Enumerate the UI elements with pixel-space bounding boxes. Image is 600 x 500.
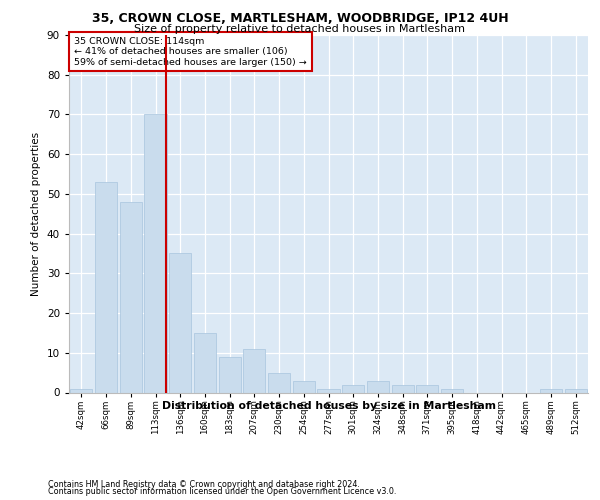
Text: Contains public sector information licensed under the Open Government Licence v3: Contains public sector information licen… xyxy=(48,487,397,496)
Bar xyxy=(565,388,587,392)
Bar xyxy=(145,114,167,392)
Bar xyxy=(268,372,290,392)
Text: 35 CROWN CLOSE: 114sqm
← 41% of detached houses are smaller (106)
59% of semi-de: 35 CROWN CLOSE: 114sqm ← 41% of detached… xyxy=(74,37,307,66)
Bar xyxy=(317,388,340,392)
Bar xyxy=(169,254,191,392)
Bar xyxy=(194,333,216,392)
Bar xyxy=(416,384,439,392)
Bar xyxy=(70,388,92,392)
Text: Size of property relative to detached houses in Martlesham: Size of property relative to detached ho… xyxy=(134,24,466,34)
Text: Distribution of detached houses by size in Martlesham: Distribution of detached houses by size … xyxy=(162,401,496,411)
Bar xyxy=(293,380,315,392)
Y-axis label: Number of detached properties: Number of detached properties xyxy=(31,132,41,296)
Bar xyxy=(441,388,463,392)
Text: 35, CROWN CLOSE, MARTLESHAM, WOODBRIDGE, IP12 4UH: 35, CROWN CLOSE, MARTLESHAM, WOODBRIDGE,… xyxy=(92,12,508,26)
Bar xyxy=(243,349,265,393)
Bar xyxy=(119,202,142,392)
Bar xyxy=(218,357,241,392)
Bar xyxy=(392,384,414,392)
Text: Contains HM Land Registry data © Crown copyright and database right 2024.: Contains HM Land Registry data © Crown c… xyxy=(48,480,360,489)
Bar xyxy=(540,388,562,392)
Bar xyxy=(367,380,389,392)
Bar xyxy=(342,384,364,392)
Bar xyxy=(95,182,117,392)
